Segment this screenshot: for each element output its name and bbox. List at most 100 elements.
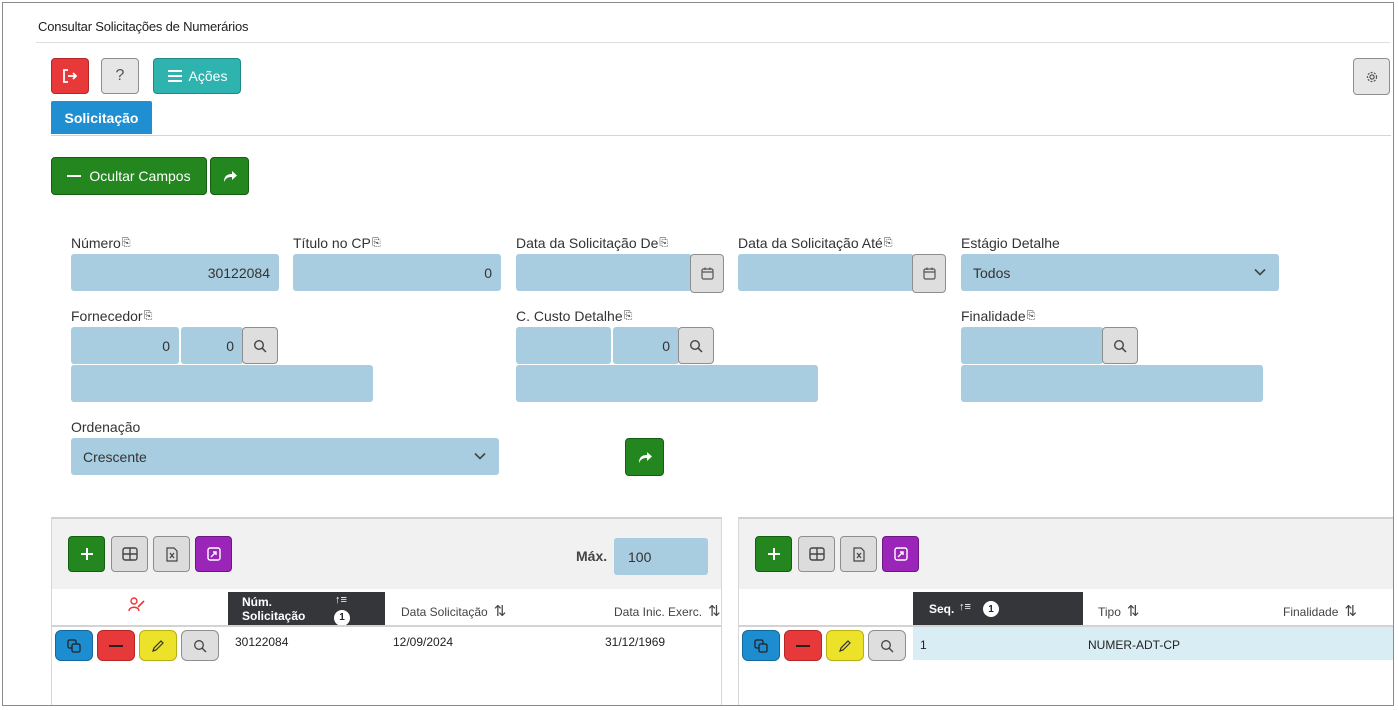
fornecedor-search-button[interactable] — [242, 327, 278, 364]
ordenacao-select[interactable]: Crescente — [71, 438, 499, 475]
col-data-inic[interactable]: Data Inic. Exerc. ⇅ — [614, 602, 721, 620]
export-excel-button[interactable] — [840, 536, 877, 572]
copy-row-button[interactable] — [55, 630, 93, 661]
edit-row-button[interactable] — [139, 630, 177, 661]
col-seq[interactable]: Seq. ↑≡ 1 — [913, 592, 1083, 626]
col-tipo[interactable]: Tipo ⇅ — [1098, 602, 1139, 620]
fornecedor-code2-input[interactable]: 0 — [181, 327, 243, 364]
copy-icon — [754, 638, 768, 653]
minus-icon — [67, 175, 82, 177]
custo-code1-input[interactable] — [516, 327, 611, 364]
numero-label: Número⎘ — [71, 235, 131, 251]
cell-data: 12/09/2024 — [393, 635, 454, 649]
titulo-cp-label: Título no CP⎘ — [293, 235, 381, 251]
search-icon — [1113, 339, 1127, 353]
custo-code2-input[interactable]: 0 — [613, 327, 679, 364]
sort-icon: ⇅ — [493, 603, 507, 620]
ocultar-campos-label: Ocultar Campos — [89, 168, 191, 184]
header-divider — [52, 625, 721, 627]
left-grid-panel: Máx. 100 Núm. Solicitação ↑≡ 1 Data Soli… — [51, 517, 722, 705]
tab-divider — [51, 135, 1391, 136]
clear-filter-icon[interactable] — [128, 597, 146, 618]
help-button[interactable]: ? — [101, 58, 139, 94]
col-seq-label: Seq. — [929, 602, 955, 616]
settings-button[interactable] — [1353, 58, 1390, 95]
tab-solicitacao[interactable]: Solicitação — [51, 101, 152, 134]
custo-search-button[interactable] — [678, 327, 714, 364]
sort-icon: ⇅ — [1344, 603, 1357, 620]
numero-input[interactable]: 30122084 — [71, 254, 279, 291]
sort-asc-icon: ↑≡ — [335, 594, 347, 606]
acoes-button[interactable]: Ações — [153, 58, 241, 94]
title-divider — [36, 42, 1390, 43]
titulo-cp-input[interactable]: 0 — [293, 254, 501, 291]
sort-order-badge: 1 — [983, 601, 999, 617]
cell-tipo: NUMER-ADT-CP — [1088, 638, 1180, 652]
copy-row-button[interactable] — [742, 630, 780, 661]
finalidade-search-button[interactable] — [1102, 327, 1138, 364]
fornecedor-name-input[interactable] — [71, 365, 373, 402]
exit-button[interactable] — [51, 58, 89, 94]
menu-icon — [167, 70, 182, 82]
col-num-solicitacao-label: Núm. Solicitação — [242, 595, 306, 623]
data-ate-input[interactable] — [738, 254, 914, 291]
delete-row-button[interactable] — [97, 630, 135, 661]
copy-icon: ⎘ — [1026, 310, 1036, 322]
add-button[interactable] — [68, 536, 105, 572]
right-grid-panel: Seq. ↑≡ 1 Tipo ⇅ Finalidade ⇅ 1 NUMER-ADT-… — [738, 517, 1393, 705]
finalidade-name-input[interactable] — [961, 365, 1263, 402]
col-data-inic-label: Data Inic. Exerc. — [614, 605, 703, 619]
calendar-de-button[interactable] — [690, 254, 724, 293]
sort-asc-icon: ↑≡ — [959, 601, 971, 613]
estagio-label: Estágio Detalhe — [961, 235, 1060, 251]
col-num-solicitacao[interactable]: Núm. Solicitação ↑≡ 1 — [228, 592, 385, 626]
ocultar-campos-button[interactable]: Ocultar Campos — [51, 157, 207, 195]
delete-row-button[interactable] — [784, 630, 822, 661]
expand-icon — [206, 547, 221, 561]
table-row[interactable]: 1 NUMER-ADT-CP — [739, 627, 1393, 661]
grid-icon — [121, 547, 138, 561]
share-button[interactable] — [210, 157, 249, 195]
help-icon: ? — [115, 67, 125, 84]
search-icon — [689, 339, 703, 353]
sort-order-badge: 1 — [334, 609, 350, 626]
finalidade-code-input[interactable] — [961, 327, 1103, 364]
copy-icon: ⎘ — [623, 310, 633, 322]
data-de-input[interactable] — [516, 254, 692, 291]
custo-name-input[interactable] — [516, 365, 818, 402]
data-ate-label: Data da Solicitação Até⎘ — [738, 235, 893, 251]
apply-button[interactable] — [625, 438, 664, 476]
logout-icon — [63, 69, 78, 83]
expand-button[interactable] — [195, 536, 232, 572]
share-arrow-icon — [638, 452, 652, 463]
cell-num: 30122084 — [235, 635, 289, 649]
page-title: Consultar Solicitações de Numerários — [38, 19, 249, 34]
export-excel-button[interactable] — [153, 536, 190, 572]
col-finalidade-label: Finalidade — [1283, 605, 1339, 619]
calendar-icon — [700, 267, 714, 280]
calendar-ate-button[interactable] — [912, 254, 946, 293]
header-divider — [739, 625, 1393, 627]
expand-button[interactable] — [882, 536, 919, 572]
cell-inic: 31/12/1969 — [605, 635, 666, 649]
search-icon — [881, 639, 894, 652]
col-data-solicitacao[interactable]: Data Solicitação ⇅ — [401, 602, 506, 620]
fornecedor-code1-input[interactable]: 0 — [71, 327, 179, 364]
col-tipo-label: Tipo — [1098, 605, 1121, 619]
search-icon — [194, 639, 207, 652]
pencil-icon — [839, 639, 851, 652]
col-data-solicitacao-label: Data Solicitação — [401, 605, 488, 619]
table-row[interactable]: 30122084 12/09/2024 31/12/1969 — [52, 627, 721, 661]
columns-button[interactable] — [111, 536, 148, 572]
row-highlight — [913, 627, 1393, 660]
add-button[interactable] — [755, 536, 792, 572]
estagio-select[interactable]: Todos — [961, 254, 1279, 291]
view-row-button[interactable] — [181, 630, 219, 661]
col-finalidade[interactable]: Finalidade ⇅ — [1283, 602, 1357, 620]
expand-icon — [893, 547, 908, 561]
plus-icon — [80, 548, 93, 560]
edit-row-button[interactable] — [826, 630, 864, 661]
view-row-button[interactable] — [868, 630, 906, 661]
columns-button[interactable] — [798, 536, 835, 572]
max-input[interactable]: 100 — [614, 538, 708, 575]
